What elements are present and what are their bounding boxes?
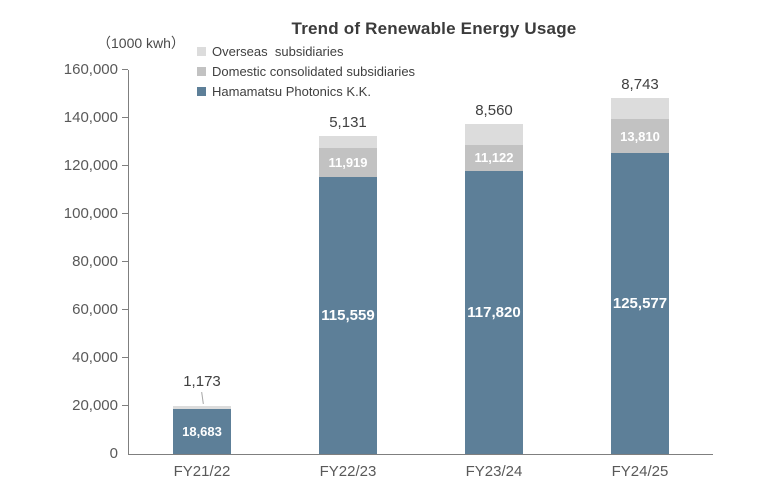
y-axis-tick — [122, 213, 128, 214]
bar-segment-series-1: 11,919 — [319, 148, 377, 177]
y-axis-tick — [122, 357, 128, 358]
bar-outside-value-label: 1,173 — [183, 373, 221, 391]
bar-segment-series-2 — [465, 123, 523, 145]
legend-label: Hamamatsu Photonics K.K. — [212, 83, 371, 99]
legend-label: Domestic consolidated subsidiaries — [212, 63, 416, 79]
y-axis-tick-label: 60,000 — [72, 301, 118, 318]
bar-segment-series-0: 117,820 — [465, 171, 523, 454]
y-axis-tick-label: 140,000 — [63, 109, 118, 126]
y-axis-unit-label: （1000 kwh） — [97, 35, 185, 51]
y-axis-tick — [122, 309, 128, 310]
bar-outside-value-label: 8,743 — [621, 76, 659, 94]
y-axis-tick-label: 100,000 — [63, 205, 118, 222]
bar-segment-series-0: 18,683 — [173, 409, 231, 454]
bar-value-label: 117,820 — [467, 304, 521, 322]
chart-legend: Overseas subsidiaries Domestic consolidat… — [197, 41, 415, 101]
bar-segment-series-2 — [319, 135, 377, 149]
plot-area: FY21/22 18,683 1,173 FY22/23 115,559 11,919 5,… — [122, 69, 713, 480]
bar-outside-value-label: 8,560 — [475, 101, 513, 119]
bar-segment-series-2 — [611, 98, 669, 120]
legend-item-1: Domestic consolidated subsidiaries — [197, 61, 415, 81]
bar-value-label: 18,683 — [182, 424, 222, 440]
y-axis-tick-label: 80,000 — [72, 253, 118, 270]
bar-segment-series-0: 125,577 — [611, 152, 669, 454]
y-axis-tick — [122, 165, 128, 166]
bar-outside-value-label: 5,131 — [329, 113, 367, 131]
legend-label: Overseas subsidiaries — [212, 43, 344, 59]
y-axis-tick — [122, 117, 128, 118]
bar-segment-series-0: 115,559 — [319, 176, 377, 454]
leader-line — [201, 392, 204, 405]
y-axis-tick-label: 120,000 — [63, 157, 118, 174]
y-axis-tick-label: 40,000 — [72, 349, 118, 366]
y-axis-tick — [122, 405, 128, 406]
legend-item-0: Overseas subsidiaries — [197, 41, 415, 61]
bar-value-label: 125,577 — [612, 294, 668, 312]
x-axis-category-label: FY24/25 — [611, 463, 669, 480]
y-axis-tick-label: 20,000 — [72, 397, 118, 414]
y-axis-tick-label: 0 — [109, 445, 118, 462]
y-axis-tick — [122, 69, 128, 71]
bar-segment-series-1: 13,810 — [611, 119, 669, 153]
x-axis-category-label: FY21/22 — [173, 463, 231, 480]
bar-value-label: 13,810 — [620, 128, 660, 144]
legend-swatch-icon — [197, 46, 206, 56]
bar-segment-series-1: 11,122 — [465, 144, 523, 172]
legend-item-2: Hamamatsu Photonics K.K. — [197, 81, 415, 101]
bar-value-label: 115,559 — [321, 306, 375, 324]
legend-swatch-icon — [197, 86, 206, 96]
bar-value-label: 11,122 — [474, 150, 514, 166]
x-axis-category-label: FY22/23 — [319, 463, 377, 480]
y-axis-tick — [122, 261, 128, 262]
chart-title: Trend of Renewable Energy Usage — [291, 19, 577, 38]
x-axis-category-label: FY23/24 — [465, 463, 523, 480]
bar-segment-series-2 — [173, 406, 231, 410]
bar-value-label: 11,919 — [328, 154, 368, 170]
legend-swatch-icon — [197, 66, 206, 76]
y-axis-tick-label: 160,000 — [63, 61, 118, 78]
